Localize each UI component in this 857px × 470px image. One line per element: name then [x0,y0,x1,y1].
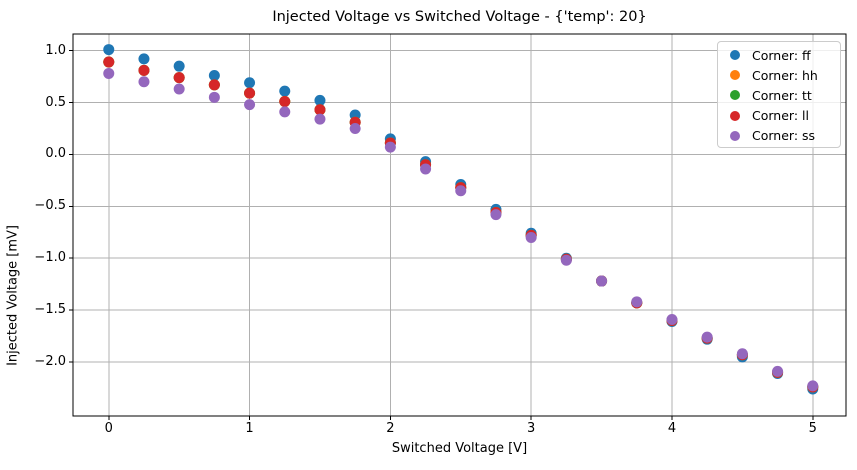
y-tick-label: 0.0 [45,146,66,162]
scatter-point-ss [103,67,115,79]
legend-marker-icon [730,90,740,101]
x-tick-label: 1 [245,421,254,436]
legend-marker-icon [730,70,740,81]
scatter-point-ll [244,87,256,99]
scatter-point-ff [138,53,150,65]
legend-marker-icon [730,110,740,121]
axes-frame [72,33,847,417]
chart-title: Injected Voltage vs Switched Voltage - {… [272,9,647,25]
y-tick-label: −2.0 [34,354,66,370]
scatter-point-ss [384,141,396,153]
legend-label: Corner: hh [752,67,818,83]
scatter-point-ff [173,60,185,72]
x-tick-label: 0 [104,421,113,436]
scatter-point-ff [244,77,256,89]
scatter-point-ll [138,64,150,76]
scatter-point-ll [208,79,220,91]
x-tick-label: 4 [667,421,677,436]
scatter-point-ss [420,163,432,175]
legend: Corner: ff Corner: hh Corner: tt Corner: ll… [717,41,841,148]
legend-item-ll: Corner: ll [718,106,840,126]
x-tick-label: 3 [527,421,536,436]
legend-item-tt: Corner: tt [718,85,840,105]
scatter-point-ff [279,85,291,97]
scatter-point-ll [173,72,185,84]
legend-label: Corner: ff [752,47,811,63]
scatter-point-ss [138,76,150,88]
scatter-point-ll [314,104,326,116]
y-tick-label: 1.0 [45,42,66,58]
legend-item-ss: Corner: ss [718,126,840,146]
scatter-point-ll [103,56,115,68]
scatter-point-ff [208,70,220,82]
scatter-point-ss [490,209,502,221]
scatter-point-ss [631,296,643,308]
scatter-point-ff [314,94,326,106]
y-axis-label-text: Injected Voltage [mV] [5,225,20,366]
scatter-point-ss [455,185,467,197]
scatter-point-ss [279,106,291,118]
scatter-point-ss [208,91,220,103]
scatter-point-ff [103,44,115,56]
x-axis-label: Switched Voltage [V] [391,441,528,456]
legend-label: Corner: tt [752,87,812,103]
scatter-point-ss [173,83,185,95]
scatter-point-ss [560,254,572,266]
x-tick-label: 5 [808,421,817,436]
x-tick-label: 2 [386,421,395,436]
legend-marker-icon [730,130,740,141]
scatter-point-ss [525,231,537,243]
y-tick-label: −1.0 [34,250,66,266]
y-tick-label: −0.5 [34,198,66,214]
scatter-point-ss [772,365,784,377]
legend-label: Corner: ll [752,108,809,124]
y-tick-label: −1.5 [34,302,66,318]
scatter-point-ss [807,380,819,392]
scatter-point-ss [244,99,256,111]
scatter-point-ss [596,275,608,287]
scatter-point-ss [701,331,713,343]
legend-label: Corner: ss [752,128,816,144]
scatter-point-ss [666,313,678,325]
legend-marker-icon [730,50,740,61]
scatter-point-ll [279,95,291,107]
legend-item-hh: Corner: hh [718,65,840,85]
scatter-point-ss [736,348,748,360]
scatter-point-ss [314,113,326,125]
legend-item-ff: Corner: ff [718,45,840,65]
scatter-point-ss [349,122,361,134]
y-tick-label: 0.5 [45,94,66,110]
